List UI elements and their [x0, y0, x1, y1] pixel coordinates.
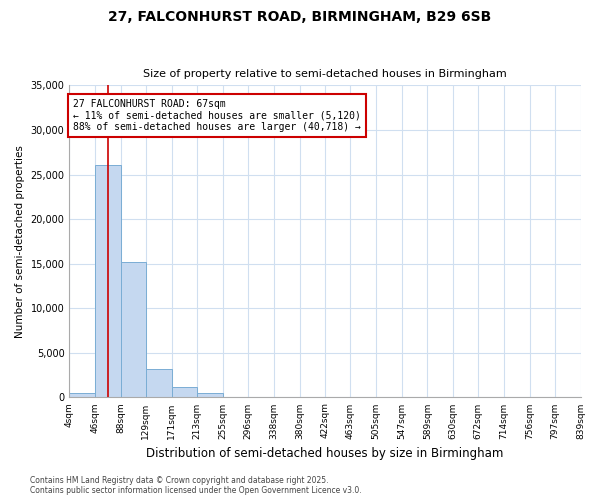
Text: 27, FALCONHURST ROAD, BIRMINGHAM, B29 6SB: 27, FALCONHURST ROAD, BIRMINGHAM, B29 6S… — [109, 10, 491, 24]
Text: 27 FALCONHURST ROAD: 67sqm
← 11% of semi-detached houses are smaller (5,120)
88%: 27 FALCONHURST ROAD: 67sqm ← 11% of semi… — [73, 98, 361, 132]
Bar — [172, 386, 197, 398]
Bar — [146, 369, 172, 398]
Text: Contains HM Land Registry data © Crown copyright and database right 2025.
Contai: Contains HM Land Registry data © Crown c… — [30, 476, 362, 495]
Bar — [95, 164, 121, 398]
Title: Size of property relative to semi-detached houses in Birmingham: Size of property relative to semi-detach… — [143, 69, 507, 79]
Y-axis label: Number of semi-detached properties: Number of semi-detached properties — [15, 145, 25, 338]
X-axis label: Distribution of semi-detached houses by size in Birmingham: Distribution of semi-detached houses by … — [146, 447, 503, 460]
Bar — [70, 393, 95, 398]
Bar — [121, 262, 146, 398]
Bar — [197, 393, 223, 398]
